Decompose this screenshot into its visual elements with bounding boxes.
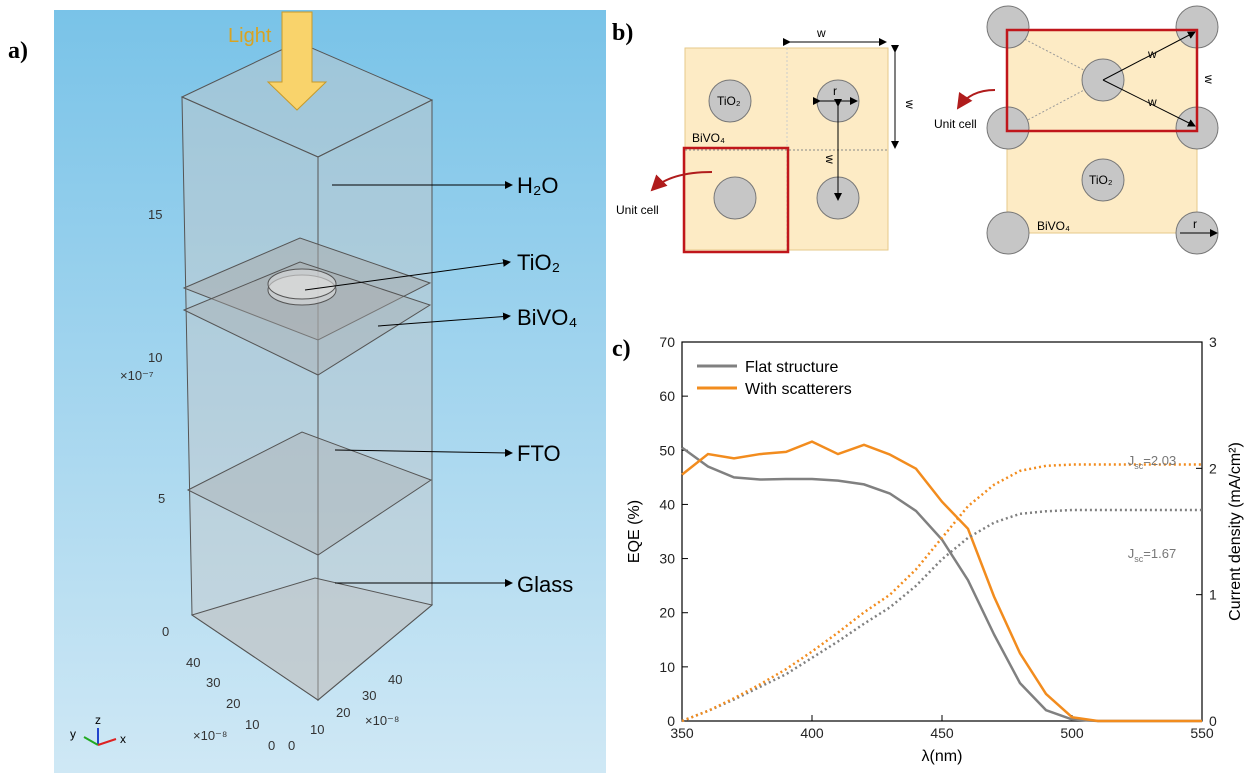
y-tick-label: 50 (659, 442, 675, 458)
y-tick-label: 40 (186, 655, 200, 670)
annotation: Jsc=1.67 (1128, 546, 1176, 564)
y2-axis-title: Current density (mA/cm²) (1227, 442, 1244, 621)
z-tick-label: 15 (148, 207, 162, 222)
material: TiO₂ (717, 94, 741, 108)
y-tick-label: 70 (659, 334, 675, 350)
x-tick-label: 500 (1060, 725, 1084, 741)
layer-label: H₂O (517, 173, 559, 198)
x-tick-label: 400 (800, 725, 824, 741)
unit-cell-label: Unit cell (934, 117, 977, 131)
y-tick-label: 10 (659, 659, 675, 675)
dimension: w (1147, 47, 1157, 61)
layer-label: TiO₂ (517, 250, 560, 275)
material: TiO₂ (1089, 173, 1113, 187)
layer-label: BiVO₄ (517, 305, 577, 330)
dimension: w (1147, 95, 1157, 109)
y-tick-label: 0 (268, 738, 275, 753)
y-tick-label: 10 (245, 717, 259, 732)
x-tick-label: 20 (336, 705, 350, 720)
xy-scale: ×10⁻⁸ (193, 728, 227, 743)
figure: a) Light H₂O TiO₂ BiVO₄ FTO Glass 15 10 (0, 0, 1255, 773)
axis-label: z (95, 713, 101, 727)
dimension: w (903, 99, 917, 109)
panel-b: b) w w r w TiO₂ BiVO₄ Unit cell (612, 6, 1218, 254)
series-line (682, 448, 1202, 721)
series-line (682, 442, 1202, 721)
dimension: r (833, 84, 837, 98)
y2-tick-label: 0 (1209, 713, 1217, 729)
panel-label: a) (8, 38, 28, 64)
z-tick-label: 5 (158, 491, 165, 506)
legend-label: With scatterers (745, 381, 852, 398)
x-tick-label: 0 (288, 738, 295, 753)
axis-label: y (70, 727, 76, 741)
panel-label: b) (612, 20, 633, 46)
z-tick-label: 0 (162, 624, 169, 639)
x-tick-label: 40 (388, 672, 402, 687)
annotation-suffix: =1.67 (1143, 546, 1176, 561)
y2-tick-label: 3 (1209, 334, 1217, 350)
light-label: Light (228, 25, 272, 47)
annotation: Jsc=2.03 (1128, 453, 1176, 471)
material: BiVO₄ (692, 131, 725, 145)
y-axis-title: EQE (%) (626, 500, 643, 563)
dimension: r (1193, 217, 1197, 231)
x-tick-label: 10 (310, 722, 324, 737)
y2-tick-label: 2 (1209, 460, 1217, 476)
y-tick-label: 20 (659, 605, 675, 621)
x-tick-label: 30 (362, 688, 376, 703)
unit-cell-label: Unit cell (616, 203, 659, 217)
y-tick-label: 20 (226, 696, 240, 711)
layer-label: FTO (517, 441, 561, 466)
panel-a: a) Light H₂O TiO₂ BiVO₄ FTO Glass 15 10 (8, 10, 606, 773)
y-tick-label: 40 (659, 496, 675, 512)
annotation-suffix: =2.03 (1143, 453, 1176, 468)
y2-tick-label: 1 (1209, 587, 1217, 603)
dimension: w (823, 154, 837, 164)
y-tick-label: 30 (659, 551, 675, 567)
z-tick-label: 10 (148, 350, 162, 365)
layer-label: Glass (517, 572, 573, 597)
dimension: w (816, 26, 826, 40)
dimension: w (1202, 74, 1216, 84)
y-tick-label: 0 (667, 713, 675, 729)
axis-label: x (120, 732, 126, 746)
y-tick-label: 30 (206, 675, 220, 690)
legend-label: Flat structure (745, 359, 838, 376)
x-axis-title: λ(nm) (922, 748, 963, 765)
z-scale: ×10⁻⁷ (120, 368, 154, 383)
plot-frame (682, 342, 1202, 721)
y-tick-label: 60 (659, 388, 675, 404)
xy-scale: ×10⁻⁸ (365, 713, 399, 728)
panel-label: c) (612, 336, 631, 362)
simulation-box (182, 42, 432, 700)
x-tick-label: 450 (930, 725, 954, 741)
material: BiVO₄ (1037, 219, 1070, 233)
